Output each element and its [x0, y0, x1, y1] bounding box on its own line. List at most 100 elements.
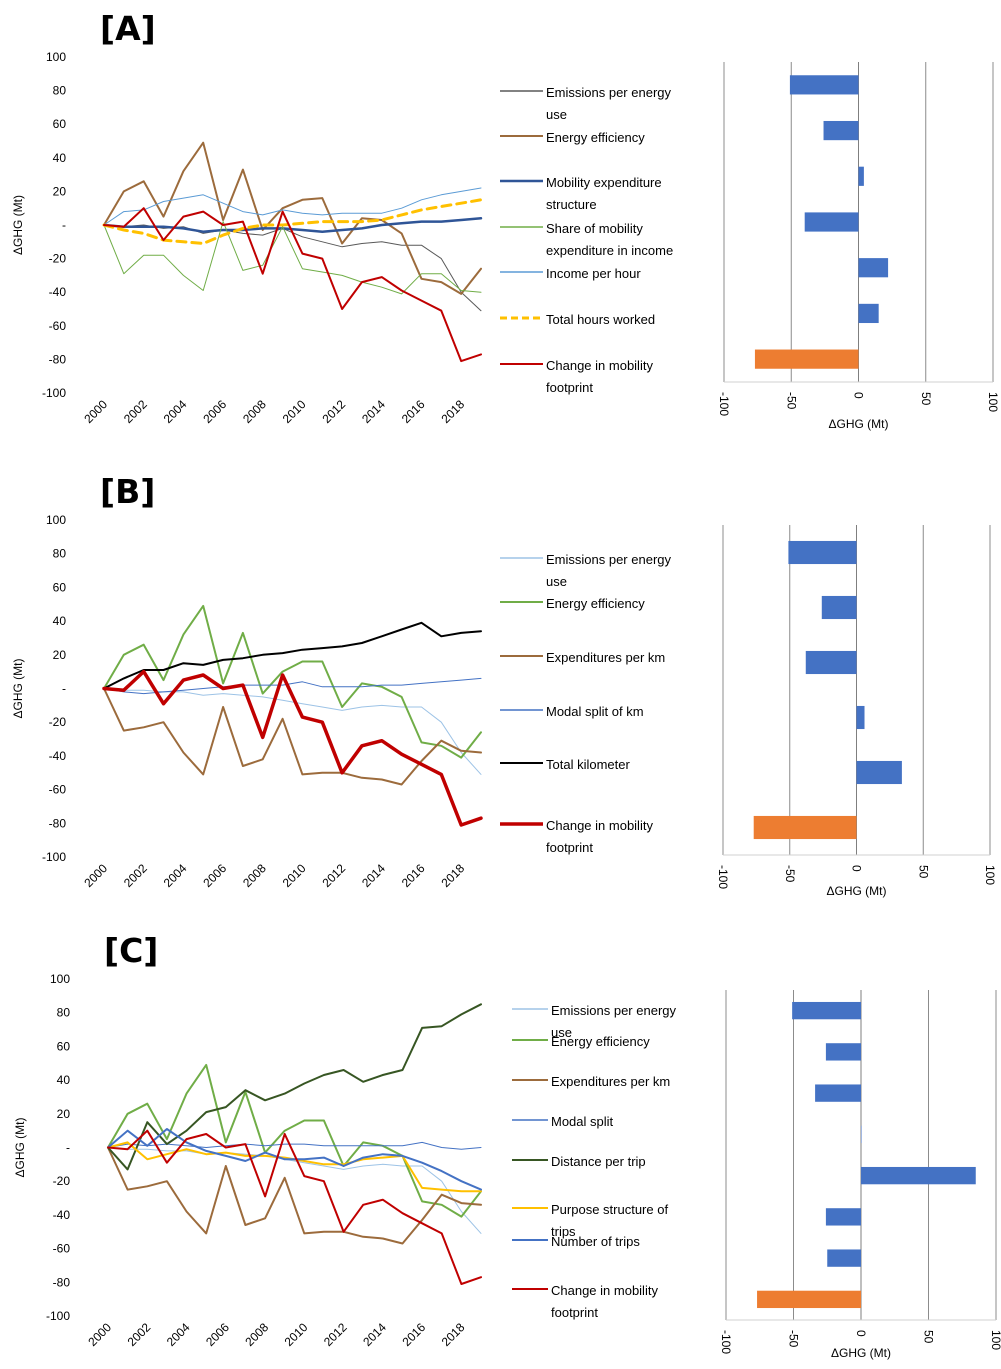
bar-2: [821, 595, 857, 620]
legend-label: Emissions per energy: [551, 1003, 676, 1018]
y-tick-label: 100: [46, 50, 66, 64]
y-tick-label: -100: [42, 850, 66, 864]
bar-3: [805, 650, 857, 675]
legend-label: Income per hour: [546, 266, 641, 281]
bar-x-tick-label: -50: [787, 1330, 801, 1348]
bar-2: [825, 1043, 861, 1061]
series-line-4: [103, 677, 482, 695]
bar-x-tick-label: 0: [852, 392, 866, 399]
y-tick-label: 40: [53, 614, 67, 628]
bar-x-tick-label: 50: [919, 392, 933, 406]
y-tick-label: 20: [53, 184, 67, 198]
x-tick-label: 2018: [438, 861, 467, 890]
legend-label: use: [551, 1025, 572, 1040]
bar-1: [789, 75, 859, 95]
x-tick-label: 2018: [439, 1320, 468, 1349]
bar-x-tick-label: -50: [783, 865, 797, 883]
legend-label: expenditure in income: [546, 243, 673, 258]
bar-1: [788, 540, 857, 565]
x-tick-label: 2008: [240, 861, 269, 890]
bar-7: [754, 349, 859, 369]
y-tick-label: 20: [53, 648, 67, 662]
y-tick-label: -80: [49, 352, 67, 366]
bar-x-tick-label: 50: [922, 1330, 936, 1344]
bar-x-tick-label: 0: [854, 1330, 868, 1337]
legend-label: Expenditures per km: [546, 650, 665, 665]
bar-1: [792, 1001, 861, 1020]
bar-2: [823, 120, 859, 141]
legend-label: Change in mobility: [551, 1283, 658, 1298]
y-tick-label: 60: [53, 117, 67, 131]
legend-label: Energy efficiency: [546, 130, 645, 145]
legend-label: Expenditures per km: [551, 1074, 670, 1089]
legend-label: Share of mobility: [546, 221, 643, 236]
y-tick-label: 40: [57, 1073, 71, 1087]
legend-label: Modal split: [551, 1114, 614, 1129]
y-tick-label: 60: [57, 1039, 71, 1053]
x-tick-label: 2012: [321, 1320, 350, 1349]
y-tick-label: 80: [57, 1006, 71, 1020]
legend-label: Emissions per energy: [546, 552, 671, 567]
y-tick-label: 80: [53, 84, 67, 98]
y-tick-label: -20: [49, 715, 67, 729]
bar-6: [858, 303, 879, 324]
bar-4: [856, 705, 865, 730]
legend-label: Total kilometer: [546, 757, 630, 772]
bar-6: [753, 815, 857, 840]
bar-7: [827, 1249, 861, 1267]
bar-x-tick-label: 50: [916, 865, 930, 879]
series-line-5: [103, 621, 482, 690]
y-tick-label: -20: [53, 1174, 71, 1188]
bar-x-axis-title: ΔGHG (Mt): [831, 1346, 891, 1360]
x-tick-label: 2002: [121, 861, 150, 890]
legend-label: Mobility expenditure: [546, 175, 662, 190]
series-line-3: [102, 217, 483, 233]
series-line-4: [103, 221, 482, 295]
bar-x-tick-label: 0: [850, 865, 864, 872]
y-tick-label: -40: [49, 285, 67, 299]
bar-x-tick-label: -100: [719, 1330, 733, 1354]
series-line-4: [107, 1141, 482, 1150]
bar-chart: -100 -50 0 50 100 ΔGHG (Mt): [717, 62, 1000, 431]
y-tick-label: -40: [53, 1208, 71, 1222]
series-line-5: [107, 1003, 482, 1171]
y-tick-label: 60: [53, 580, 67, 594]
line-chart: 100 80 60 40 20 - -20 -40 -60 -80 -100 ΔGHG (Mt) 200…: [11, 513, 483, 890]
legend-label: Energy efficiency: [551, 1034, 650, 1049]
bar-5: [858, 258, 889, 278]
panel-2: [B] 100 80 60 40 20 - -20 -40 -60 -80 -100 ΔGHG (Mt)…: [11, 472, 997, 898]
y-axis-title: ΔGHG (Mt): [11, 195, 25, 255]
legend-label: Distance per trip: [551, 1154, 646, 1169]
x-tick-label: 2010: [280, 861, 309, 890]
panel-1: [A] 100 80 60 40 20 - -20 -40 -60 -80 -100 ΔGHG (Mt)…: [11, 9, 1000, 431]
bar-x-tick-label: -50: [784, 392, 798, 410]
series-line-1: [107, 1147, 482, 1234]
x-tick-label: 2016: [399, 397, 428, 426]
line-chart: 100 80 60 40 20 - -20 -40 -60 -80 -100 ΔGHG (Mt) 200…: [11, 50, 483, 426]
x-tick-label: 2006: [203, 1320, 232, 1349]
legend-label: Number of trips: [551, 1234, 640, 1249]
legend-label: Emissions per energy: [546, 85, 671, 100]
series-line-6: [107, 1141, 482, 1193]
y-tick-label: -60: [53, 1242, 71, 1256]
x-tick-label: 2008: [240, 397, 269, 426]
series-line-2: [103, 141, 482, 295]
legend-label: Purpose structure of: [551, 1202, 668, 1217]
y-tick-label: -60: [49, 783, 67, 797]
bar-x-tick-label: -100: [717, 392, 731, 416]
x-tick-label: 2014: [359, 861, 388, 890]
series-line-5: [103, 187, 482, 226]
x-tick-label: 2010: [280, 397, 309, 426]
y-tick-label: -100: [46, 1309, 70, 1323]
bar-8: [757, 1290, 861, 1309]
x-tick-label: 2014: [360, 1320, 389, 1349]
bar-3: [815, 1084, 861, 1102]
bar-x-tick-label: 100: [983, 865, 997, 885]
bar-3: [858, 166, 864, 186]
y-tick-label: -40: [49, 749, 67, 763]
y-tick-label: 80: [53, 547, 67, 561]
x-tick-label: 2008: [242, 1320, 271, 1349]
x-tick-label: 2012: [319, 397, 348, 426]
panel-label: [B]: [100, 472, 155, 511]
bar-x-tick-label: 100: [989, 1330, 1001, 1350]
